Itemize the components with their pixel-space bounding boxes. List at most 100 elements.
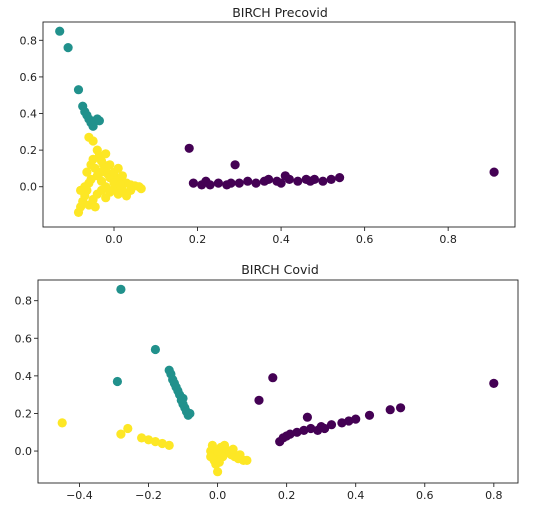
data-point xyxy=(351,414,361,424)
data-point xyxy=(63,43,73,53)
data-point xyxy=(302,412,312,422)
data-point xyxy=(264,174,274,184)
data-point xyxy=(96,176,107,186)
data-point xyxy=(117,171,127,181)
data-point xyxy=(178,393,188,403)
y-tick-label: 0.4 xyxy=(15,370,33,383)
data-point xyxy=(364,410,375,420)
data-point xyxy=(150,437,160,447)
chart-title: BIRCH Covid xyxy=(241,262,319,277)
data-point xyxy=(326,174,336,184)
y-tick-label: 0.2 xyxy=(20,144,38,157)
data-point xyxy=(116,284,126,294)
data-point xyxy=(254,395,264,405)
y-tick-label: 0.4 xyxy=(20,108,38,121)
y-axis-ticks: 0.0 0.2 0.4 0.6 0.8 xyxy=(20,34,43,194)
y-tick-label: 0.0 xyxy=(15,445,33,458)
y-tick-label: 0.8 xyxy=(15,295,33,308)
data-point xyxy=(213,446,223,456)
chart-covid: BIRCH Covid −0.4 −0.2 0.0 0.2 0.4 0.6 0.8 0.0 0… xyxy=(15,262,519,502)
data-point xyxy=(268,373,278,383)
x-tick-label: 0.6 xyxy=(416,489,434,502)
axes-frame xyxy=(37,279,519,484)
data-point xyxy=(318,176,328,186)
chart-title: BIRCH Precovid xyxy=(232,5,328,20)
x-tick-label: −0.2 xyxy=(135,489,162,502)
x-tick-label: 0.6 xyxy=(356,233,374,246)
axes-frame xyxy=(42,21,516,228)
data-point xyxy=(55,26,65,36)
data-point xyxy=(243,176,253,186)
data-point xyxy=(82,167,92,177)
x-tick-label: 0.0 xyxy=(209,489,227,502)
data-point xyxy=(123,423,133,434)
data-point xyxy=(396,403,406,413)
data-point xyxy=(101,193,111,203)
data-point xyxy=(299,425,309,435)
data-point xyxy=(150,344,160,355)
data-point xyxy=(136,184,146,194)
data-point xyxy=(234,178,244,188)
data-point xyxy=(337,418,347,428)
x-tick-label: −0.4 xyxy=(66,489,93,502)
data-point xyxy=(292,427,302,437)
data-point xyxy=(76,185,86,195)
data-point xyxy=(309,174,320,184)
data-point xyxy=(320,423,330,434)
data-point xyxy=(90,202,100,212)
data-point xyxy=(143,435,154,445)
data-point xyxy=(116,429,126,439)
data-point xyxy=(213,467,223,477)
data-point xyxy=(344,416,354,426)
data-point xyxy=(326,420,337,430)
data-point xyxy=(73,207,84,217)
data-point xyxy=(306,423,316,434)
x-tick-label: 0.2 xyxy=(189,233,207,246)
data-point xyxy=(188,178,198,188)
data-point xyxy=(101,149,111,159)
data-point xyxy=(228,444,238,454)
data-point xyxy=(86,174,96,184)
y-tick-label: 0.6 xyxy=(20,71,38,84)
data-point xyxy=(226,178,236,188)
data-point xyxy=(489,378,499,388)
y-tick-label: 0.0 xyxy=(20,181,38,194)
x-tick-label: 0.0 xyxy=(105,233,123,246)
data-point xyxy=(385,405,395,415)
data-point xyxy=(137,433,147,443)
x-axis-ticks: −0.4 −0.2 0.0 0.2 0.4 0.6 0.8 xyxy=(66,483,503,502)
data-point xyxy=(105,160,115,170)
data-point xyxy=(157,438,167,449)
y-tick-label: 0.2 xyxy=(15,407,33,420)
data-point xyxy=(57,418,67,428)
data-point xyxy=(184,143,194,153)
data-point xyxy=(206,452,216,462)
data-point xyxy=(235,450,245,460)
data-point xyxy=(276,178,286,188)
data-point xyxy=(335,173,345,183)
data-point xyxy=(88,136,98,146)
data-point xyxy=(251,178,261,188)
data-point xyxy=(242,455,252,465)
data-point xyxy=(164,440,174,450)
x-tick-label: 0.2 xyxy=(278,489,296,502)
data-point xyxy=(205,180,215,190)
data-point xyxy=(213,178,223,188)
data-point xyxy=(113,163,123,173)
y-tick-label: 0.8 xyxy=(20,34,38,47)
data-point xyxy=(73,85,84,95)
scatter-points xyxy=(55,26,499,217)
data-point xyxy=(185,408,195,419)
x-axis-ticks: 0.0 0.2 0.4 0.6 0.8 xyxy=(105,227,457,246)
data-point xyxy=(293,176,303,186)
data-point xyxy=(489,167,499,177)
x-tick-label: 0.8 xyxy=(439,233,457,246)
x-tick-label: 0.4 xyxy=(347,489,365,502)
chart-precovid: BIRCH Precovid 0.0 0.2 0.4 0.6 0.8 0.0 0.2 0.4… xyxy=(20,5,516,246)
scatter-points xyxy=(57,284,499,477)
data-point xyxy=(86,160,96,170)
data-point xyxy=(214,457,224,467)
data-point xyxy=(126,185,136,195)
x-tick-label: 0.8 xyxy=(485,489,503,502)
